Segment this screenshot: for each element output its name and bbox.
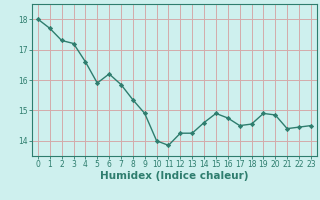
X-axis label: Humidex (Indice chaleur): Humidex (Indice chaleur) (100, 171, 249, 181)
